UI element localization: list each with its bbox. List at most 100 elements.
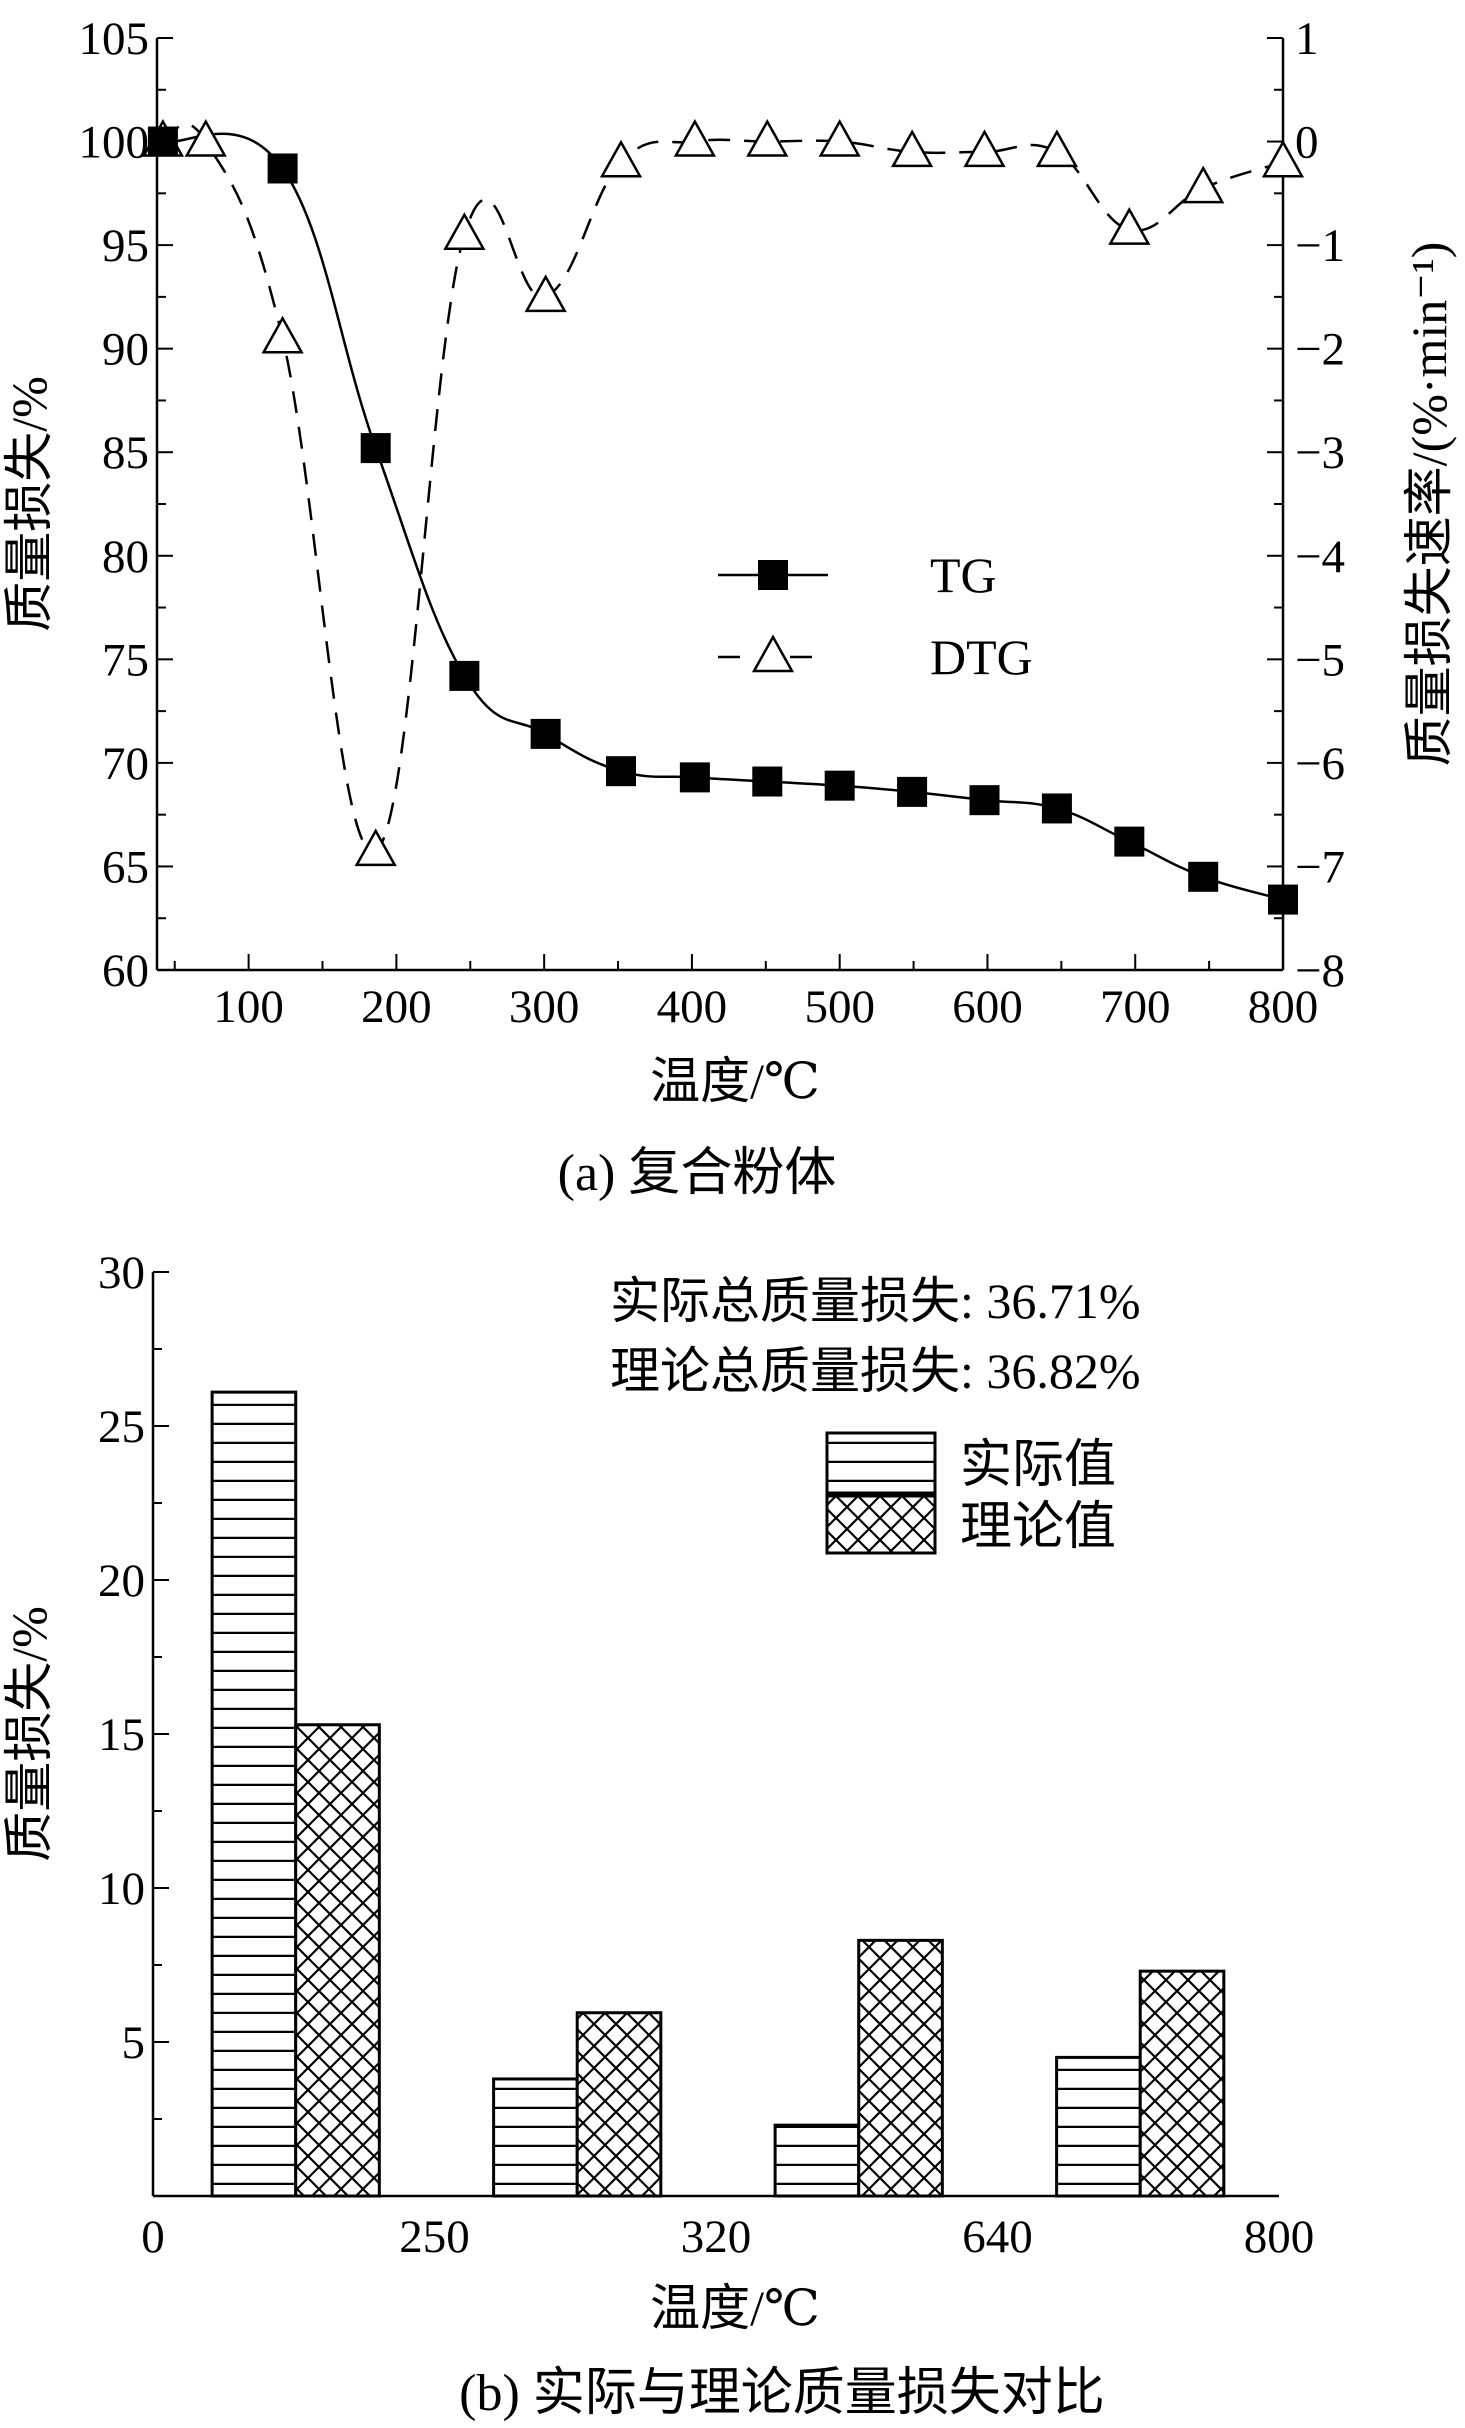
y-tick-label: 105 <box>79 13 150 65</box>
x-tick-label: 0 <box>141 2211 165 2263</box>
legend-theoretical-label: 理论值 <box>960 1499 1116 1556</box>
x-tick-label: 600 <box>952 981 1023 1033</box>
dtg-point <box>746 118 789 157</box>
dtg-point <box>1108 207 1151 245</box>
y-tick-label: 60 <box>102 945 149 997</box>
dtg-point <box>963 129 1006 168</box>
x-tick-label: 300 <box>509 981 580 1033</box>
y-tick-label: 25 <box>98 1401 145 1453</box>
y2-axis-label: 质量损失速率/(%·min⁻¹) <box>1401 242 1457 767</box>
y2-tick-label: −5 <box>1295 634 1345 686</box>
y2-tick-label: 0 <box>1295 117 1319 169</box>
legend-actual-swatch <box>825 1431 937 1495</box>
y2-tick-label: −6 <box>1295 738 1345 790</box>
dtg-point <box>1035 129 1079 168</box>
tg-point <box>360 433 391 464</box>
y-tick-label: 90 <box>102 324 149 376</box>
total-loss-annotation: 理论总质量损失: 36.82% <box>610 1343 1141 1399</box>
bar-actual <box>773 2123 861 2198</box>
x-tick-label: 200 <box>361 981 432 1033</box>
dtg-point <box>818 118 861 157</box>
x-axis-label: 温度/℃ <box>650 2280 820 2336</box>
dtg-point <box>524 274 567 313</box>
x-tick-label: 800 <box>1248 981 1319 1033</box>
tg-point <box>824 770 855 801</box>
y2-tick-label: −7 <box>1295 841 1345 893</box>
x-tick-label: 500 <box>804 981 875 1033</box>
y2-tick-label: −4 <box>1295 531 1345 583</box>
tg-point <box>605 756 636 787</box>
dtg-point <box>1261 139 1305 178</box>
caption-b: (b) 实际与理论质量损失对比 <box>459 2365 1105 2422</box>
y2-tick-label: −3 <box>1295 427 1345 479</box>
y2-tick-label: 1 <box>1295 13 1319 65</box>
tg-point <box>1188 861 1219 892</box>
y2-tick-label: −8 <box>1295 945 1345 997</box>
bar-theoretical <box>294 1723 381 2198</box>
x-tick-label: 400 <box>657 981 728 1033</box>
legend-dtg-label: DTG <box>930 629 1033 685</box>
x-axis-label: 温度/℃ <box>650 1053 820 1109</box>
y-axis-label: 质量损失/% <box>1 376 57 632</box>
x-tick-label: 100 <box>213 981 284 1033</box>
y-tick-label: 95 <box>102 220 149 272</box>
dtg-point <box>443 212 486 251</box>
tg-point <box>679 762 710 793</box>
dtg-point <box>599 139 643 178</box>
legend-actual-label: 实际值 <box>960 1437 1116 1494</box>
y-tick-label: 65 <box>102 841 149 893</box>
y-tick-label: 5 <box>122 2017 146 2069</box>
dtg-point <box>261 315 304 354</box>
y-axis-label: 质量损失/% <box>1 1606 57 1862</box>
y-tick-label: 20 <box>98 1555 145 1607</box>
y-tick-label: 80 <box>102 531 149 583</box>
y-tick-label: 75 <box>102 634 149 686</box>
mass-loss-bar-chart: 5 10 15 20 25 30 0 250 320 640 800 实际总质量损失: 36.71% 理… <box>1 1247 1314 2422</box>
x-tick-label: 800 <box>1244 2211 1315 2263</box>
legend-dtg-marker <box>751 634 795 673</box>
bar-actual <box>1055 2055 1142 2198</box>
y2-tick-label: −1 <box>1295 220 1345 272</box>
bar-theoretical <box>857 1938 944 2198</box>
legend-tg-marker <box>758 560 788 590</box>
tg-point <box>1114 826 1145 857</box>
dtg-line <box>162 122 1284 853</box>
legend-tg-label: TG <box>930 547 997 603</box>
y-tick-label: 30 <box>98 1247 145 1299</box>
dtg-point <box>890 129 934 168</box>
bar-theoretical <box>1138 1969 1226 2198</box>
x-tick-label: 250 <box>399 2211 470 2263</box>
legend-theoretical-swatch <box>825 1494 937 1555</box>
tg-point <box>530 718 561 749</box>
tg-point <box>267 153 298 184</box>
tg-point <box>449 660 480 691</box>
y-tick-label: 15 <box>98 1709 145 1761</box>
bar-actual <box>492 2077 579 2198</box>
tg-line <box>162 132 1284 901</box>
x-tick-label: 700 <box>1100 981 1171 1033</box>
y-tick-label: 10 <box>98 1863 145 1915</box>
tg-dtg-chart: 100 200 300 400 500 600 700 800 60 65 70 75 80 85 90 95… <box>1 13 1457 1202</box>
tg-point <box>897 776 928 807</box>
total-loss-annotation: 实际总质量损失: 36.71% <box>610 1273 1141 1329</box>
dtg-point <box>1182 165 1225 204</box>
tg-point <box>752 766 783 797</box>
tg-point <box>1041 793 1072 824</box>
bar-actual <box>210 1390 298 2198</box>
caption-a: (a) 复合粉体 <box>558 1145 837 1202</box>
bar-theoretical <box>575 2011 663 2198</box>
y2-tick-label: −2 <box>1295 324 1345 376</box>
x-tick-label: 640 <box>962 2211 1033 2263</box>
dtg-point <box>354 828 397 867</box>
y-tick-label: 85 <box>102 427 149 479</box>
y-tick-label: 100 <box>79 117 150 169</box>
dtg-point <box>184 118 227 157</box>
x-tick-label: 320 <box>681 2211 752 2263</box>
tg-point <box>1268 884 1298 915</box>
y-tick-label: 70 <box>102 738 149 790</box>
tg-point <box>147 126 178 157</box>
dtg-point <box>673 118 717 157</box>
tg-point <box>969 785 1000 816</box>
